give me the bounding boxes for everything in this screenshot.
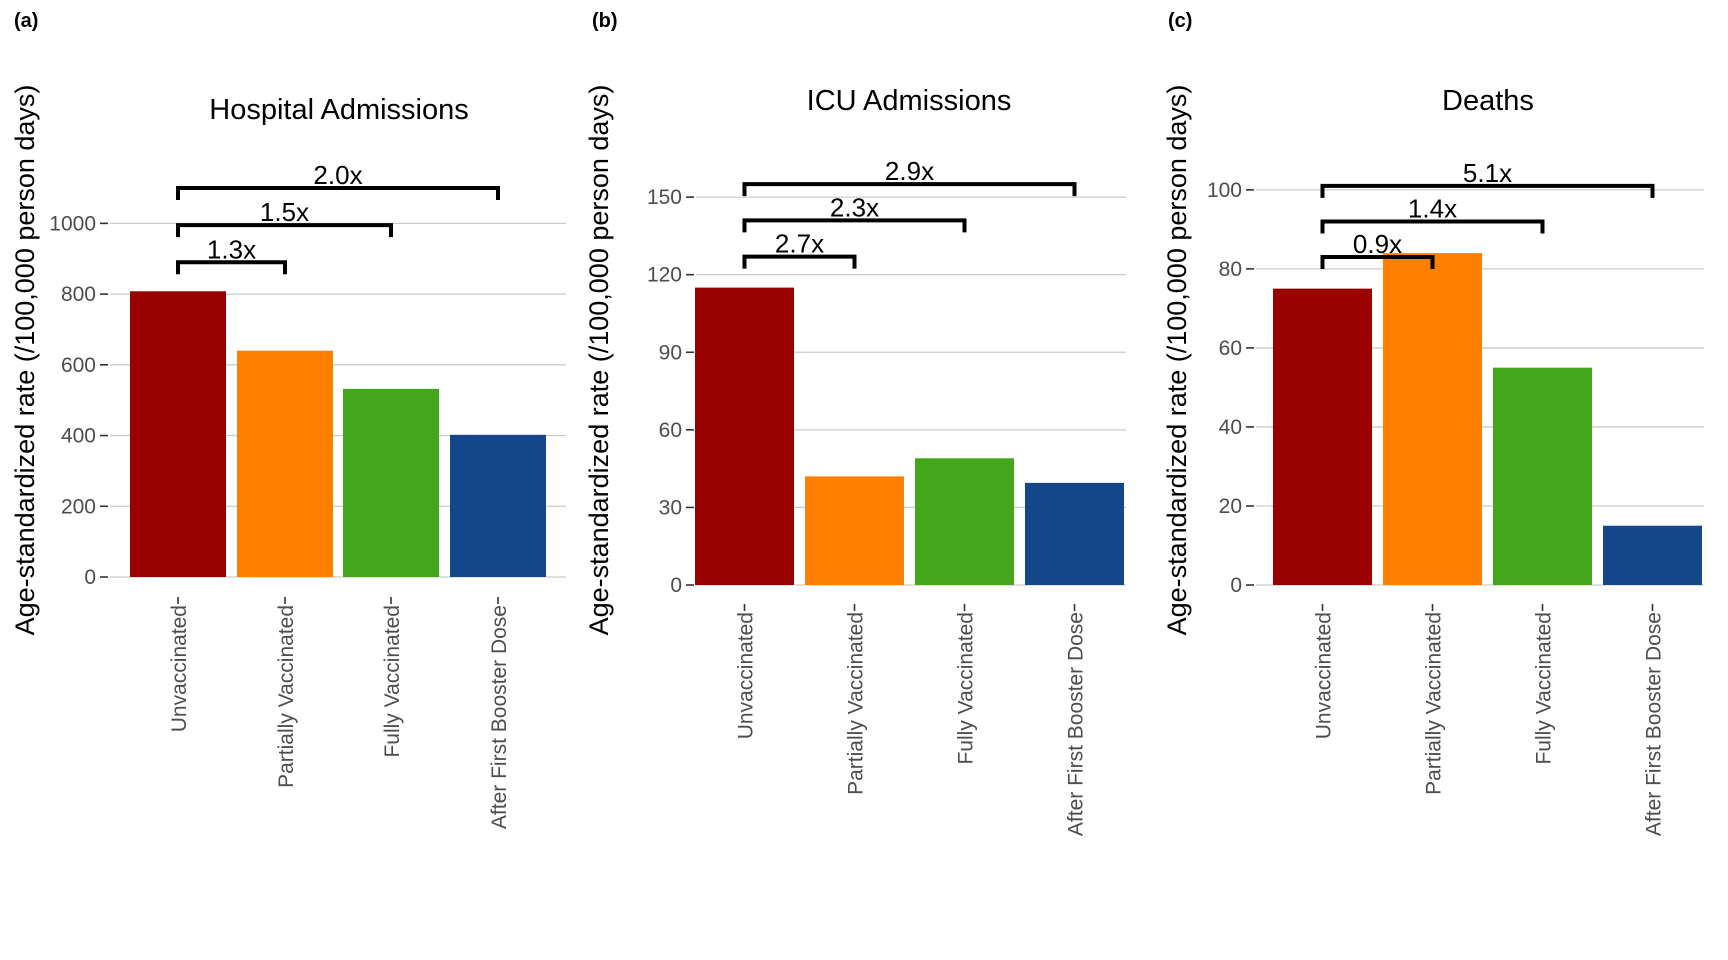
y-axis-label: Age-standardized rate (/100,000 person d…	[584, 85, 614, 636]
x-tick-label: Unvaccinated	[735, 612, 758, 739]
y-tick-label: 80	[1219, 258, 1242, 281]
comparison-bracket	[176, 186, 500, 200]
y-axis-label: Age-standardized rate (/100,000 person d…	[1162, 85, 1192, 636]
panel-label: (a)	[14, 10, 38, 32]
comparison-label: 2.7x	[775, 229, 824, 259]
chart-title: Deaths	[1442, 85, 1534, 117]
chart-title: ICU Admissions	[807, 85, 1012, 117]
y-tick-label: 20	[1219, 495, 1242, 518]
x-tick-label: After First Booster Dose	[1065, 612, 1088, 836]
x-tick-label: After First Booster Dose	[488, 605, 511, 829]
bar-after-first-booster-dose	[1025, 482, 1124, 585]
y-tick-label: 90	[659, 341, 682, 364]
panel-hospital-admissions: (a) Hospital Admissions Age-standardized r…	[0, 0, 576, 960]
comparison-label: 1.5x	[260, 197, 309, 227]
y-tick-label: 200	[61, 495, 96, 518]
panel-label: (c)	[1168, 10, 1192, 32]
y-tick-label: 150	[647, 186, 682, 209]
x-tick-label: Fully Vaccinated	[1533, 612, 1556, 765]
bar-after-first-booster-dose	[1603, 525, 1702, 585]
panel-icu-admissions: (b) ICU Admissions Age-standardized rate (…	[576, 0, 1152, 960]
chart-deaths: (c) Deaths Age-standardized rate (/100,000…	[1162, 10, 1704, 836]
comparison-label: 5.1x	[1463, 158, 1512, 188]
y-tick-label: 800	[61, 283, 96, 306]
comparison-bracket	[176, 260, 287, 275]
y-tick-label: 0	[670, 574, 682, 597]
bar-fully-vaccinated	[915, 458, 1014, 585]
y-tick-label: 600	[61, 354, 96, 377]
x-tick-label: Unvaccinated	[1313, 612, 1336, 739]
y-tick-label: 60	[659, 419, 682, 442]
bar-partially-vaccinated	[237, 350, 333, 577]
comparison-bracket	[1320, 183, 1655, 198]
comparison-label: 2.9x	[885, 156, 934, 186]
bar-unvaccinated	[130, 291, 226, 577]
bar-unvaccinated	[1273, 288, 1372, 585]
y-tick-label: 1000	[49, 212, 96, 235]
comparison-label: 1.4x	[1408, 193, 1457, 223]
y-tick-label: 60	[1219, 337, 1242, 360]
bar-after-first-booster-dose	[450, 434, 546, 577]
comparison-bracket	[742, 182, 1077, 197]
chart-title: Hospital Admissions	[209, 94, 469, 126]
comparison-bracket	[1320, 255, 1435, 270]
panel-label: (b)	[592, 10, 618, 32]
y-tick-label: 40	[1219, 416, 1242, 439]
bar-fully-vaccinated	[343, 388, 439, 577]
y-tick-label: 30	[659, 496, 682, 519]
comparison-label: 2.0x	[313, 160, 362, 190]
y-tick-label: 0	[1230, 574, 1242, 597]
comparison-bracket	[742, 254, 857, 269]
bar-unvaccinated	[695, 287, 794, 585]
bar-partially-vaccinated	[1383, 253, 1482, 585]
chart-icu-admissions: (b) ICU Admissions Age-standardized rate (…	[584, 10, 1126, 836]
x-tick-label: After First Booster Dose	[1643, 612, 1666, 836]
x-tick-label: Partially Vaccinated	[845, 612, 868, 795]
x-tick-label: Fully Vaccinated	[955, 612, 978, 765]
y-tick-label: 100	[1207, 179, 1242, 202]
x-tick-label: Partially Vaccinated	[1423, 612, 1446, 795]
x-tick-label: Partially Vaccinated	[275, 605, 298, 788]
bar-fully-vaccinated	[1493, 367, 1592, 585]
comparison-label: 0.9x	[1353, 229, 1402, 259]
y-tick-label: 120	[647, 264, 682, 287]
comparison-bracket	[1320, 219, 1545, 234]
comparison-bracket	[176, 223, 393, 238]
y-tick-label: 0	[84, 566, 96, 589]
y-tick-label: 400	[61, 425, 96, 448]
chart-hospital-admissions: (a) Hospital Admissions Age-standardized r…	[10, 10, 566, 829]
x-tick-label: Fully Vaccinated	[381, 605, 404, 758]
bar-partially-vaccinated	[805, 476, 904, 585]
comparison-label: 2.3x	[830, 192, 879, 222]
y-axis-label: Age-standardized rate (/100,000 person d…	[10, 85, 40, 636]
comparison-label: 1.3x	[207, 234, 256, 264]
panel-deaths: (c) Deaths Age-standardized rate (/100,000…	[1152, 0, 1728, 960]
x-tick-label: Unvaccinated	[168, 605, 191, 732]
comparison-bracket	[742, 218, 967, 233]
